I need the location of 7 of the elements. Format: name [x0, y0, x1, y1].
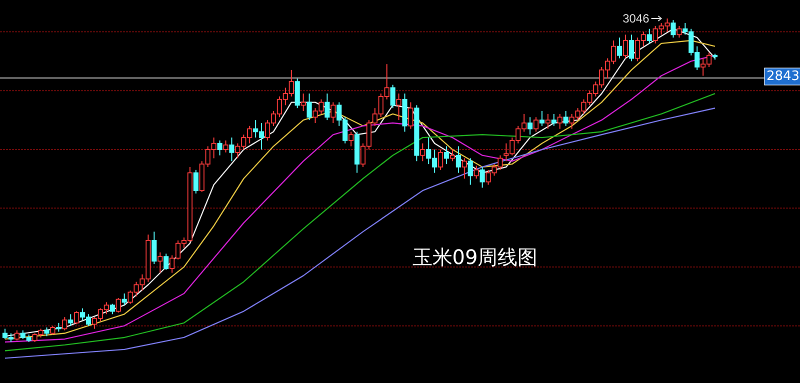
candlestick: [229, 137, 234, 162]
annotation: 3046: [622, 12, 650, 26]
candlestick: [300, 93, 306, 112]
candlestick: [396, 93, 402, 121]
candlestick: [456, 146, 461, 174]
text: 2843: [766, 69, 800, 84]
text: 玉米09周线图: [412, 245, 538, 269]
